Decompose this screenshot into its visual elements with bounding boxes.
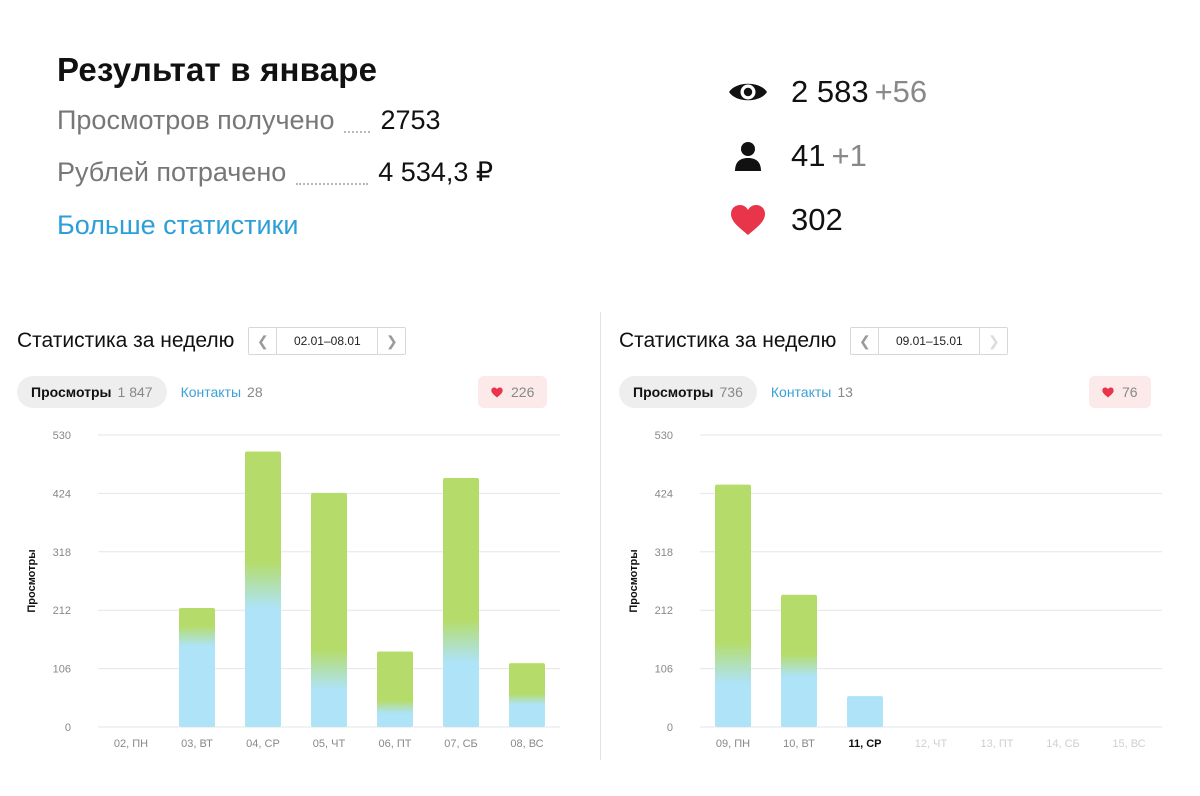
bar[interactable]: [509, 663, 545, 727]
heart-icon: [491, 387, 503, 397]
dotted-leader: [296, 183, 369, 185]
y-tick-label: 424: [655, 488, 673, 500]
bar[interactable]: [377, 651, 413, 727]
tab-views[interactable]: Просмотры 736: [619, 376, 757, 408]
bar[interactable]: [245, 451, 281, 727]
bar[interactable]: [847, 696, 883, 727]
panel-title: Статистика за неделю: [17, 329, 235, 352]
x-tick-label: 10, ВТ: [783, 738, 815, 750]
views-value: 2753: [380, 105, 441, 135]
bar[interactable]: [179, 607, 215, 727]
week-picker: ❮ 09.01–15.01 ❯: [850, 327, 1009, 355]
next-week-button[interactable]: ❯: [385, 332, 398, 349]
x-tick-label: 03, ВТ: [181, 738, 213, 750]
heart-icon: [727, 199, 769, 241]
views-label: Просмотров получено: [57, 105, 335, 135]
likes-count: 226: [511, 384, 535, 400]
likes-counter: 302: [727, 188, 1147, 252]
bar[interactable]: [311, 492, 347, 727]
x-tick-label: 12, ЧТ: [915, 738, 948, 750]
weekly-stats-panel: Статистика за неделю ❮ 09.01–15.01 ❯ Про…: [619, 320, 1179, 765]
y-tick-label: 318: [655, 547, 673, 559]
x-tick-label: 05, ЧТ: [313, 738, 346, 750]
tab-views-count: 1 847: [117, 384, 153, 400]
y-tick-label: 0: [65, 722, 71, 734]
eye-icon: [727, 71, 769, 113]
views-row: Просмотров получено 2753: [57, 94, 577, 146]
bar[interactable]: [781, 594, 817, 727]
bar[interactable]: [715, 484, 751, 727]
tab-views[interactable]: Просмотры 1 847: [17, 376, 167, 408]
y-tick-label: 106: [655, 664, 673, 676]
x-tick-label: 06, ПТ: [379, 738, 412, 750]
y-tick-label: 318: [53, 547, 71, 559]
contacts-delta: +1: [831, 138, 867, 173]
views-bar-chart: Просмотры 0 106 212 318 424 530 02, ПН 03, ВТ 04,…: [26, 430, 560, 750]
x-tick-label: 07, СБ: [444, 738, 478, 750]
week-range: 09.01–15.01: [878, 328, 981, 354]
x-tick-label: 09, ПН: [716, 738, 750, 750]
x-tick-label: 04, СР: [246, 738, 280, 750]
y-tick-label: 530: [53, 430, 71, 442]
views-bar-chart: Просмотры 0 106 212 318 424 530 09, ПН 10, ВТ 11,…: [628, 430, 1162, 750]
y-tick-label: 424: [53, 488, 71, 500]
panel-title: Статистика за неделю: [619, 329, 837, 352]
spent-row: Рублей потрачено 4 534,3 ₽: [57, 146, 577, 198]
week-range: 02.01–08.01: [276, 328, 379, 354]
contacts-counter: 41 +1: [727, 124, 1147, 188]
contacts-total: 41: [791, 138, 826, 173]
tab-views-label: Просмотры: [633, 384, 714, 400]
x-tick-label: 13, ПТ: [981, 738, 1014, 750]
tab-contacts-count: 13: [837, 384, 853, 400]
y-tick-label: 530: [655, 430, 673, 442]
dotted-leader: [344, 131, 371, 133]
tab-contacts[interactable]: Контакты 13: [757, 376, 867, 408]
counters: 2 583 +56 41 +1 302: [727, 60, 1147, 252]
y-axis-label: Просмотры: [26, 549, 38, 612]
week-picker: ❮ 02.01–08.01 ❯: [248, 327, 407, 355]
x-tick-label: 14, СБ: [1046, 738, 1080, 750]
person-icon: [727, 135, 769, 177]
weekly-stats-panel: Статистика за неделю ❮ 02.01–08.01 ❯ Про…: [17, 320, 577, 765]
tab-views-count: 736: [719, 384, 743, 400]
x-tick-label: 08, ВС: [510, 738, 543, 750]
views-total: 2 583: [791, 74, 869, 109]
next-week-button[interactable]: ❯: [987, 332, 1000, 349]
likes-total: 302: [791, 202, 843, 237]
x-tick-label: 11, СР: [848, 738, 881, 750]
x-tick-label: 02, ПН: [114, 738, 148, 750]
metric-tabs: Просмотры 736 Контакты 13: [619, 376, 867, 408]
spent-label: Рублей потрачено: [57, 157, 287, 187]
panel-divider: [600, 312, 601, 760]
tab-contacts-label: Контакты: [180, 384, 242, 400]
month-summary: Результат в январе Просмотров получено 2…: [57, 46, 577, 252]
likes-count: 76: [1122, 384, 1138, 400]
panel-header: Статистика за неделю ❮ 02.01–08.01 ❯: [17, 326, 407, 356]
tab-contacts[interactable]: Контакты 28: [167, 376, 277, 408]
prev-week-button[interactable]: ❮: [858, 332, 871, 349]
summary-title: Результат в январе: [57, 51, 378, 88]
metric-tabs: Просмотры 1 847 Контакты 28: [17, 376, 277, 408]
heart-icon: [1102, 387, 1114, 397]
spent-value: 4 534,3 ₽: [378, 157, 494, 187]
bar[interactable]: [443, 477, 479, 727]
y-tick-label: 0: [667, 722, 673, 734]
views-counter: 2 583 +56: [727, 60, 1147, 124]
likes-button[interactable]: 226: [478, 376, 548, 408]
y-axis-label: Просмотры: [628, 549, 640, 612]
more-statistics-link[interactable]: Больше статистики: [57, 210, 299, 240]
tab-views-label: Просмотры: [31, 384, 112, 400]
prev-week-button[interactable]: ❮: [256, 332, 269, 349]
y-tick-label: 106: [53, 664, 71, 676]
y-tick-label: 212: [655, 605, 673, 617]
tab-contacts-count: 28: [247, 384, 263, 400]
y-tick-label: 212: [53, 605, 71, 617]
panel-header: Статистика за неделю ❮ 09.01–15.01 ❯: [619, 326, 1009, 356]
x-tick-label: 15, ВС: [1112, 738, 1145, 750]
tab-contacts-label: Контакты: [770, 384, 832, 400]
views-delta: +56: [874, 74, 928, 109]
likes-button[interactable]: 76: [1089, 376, 1151, 408]
